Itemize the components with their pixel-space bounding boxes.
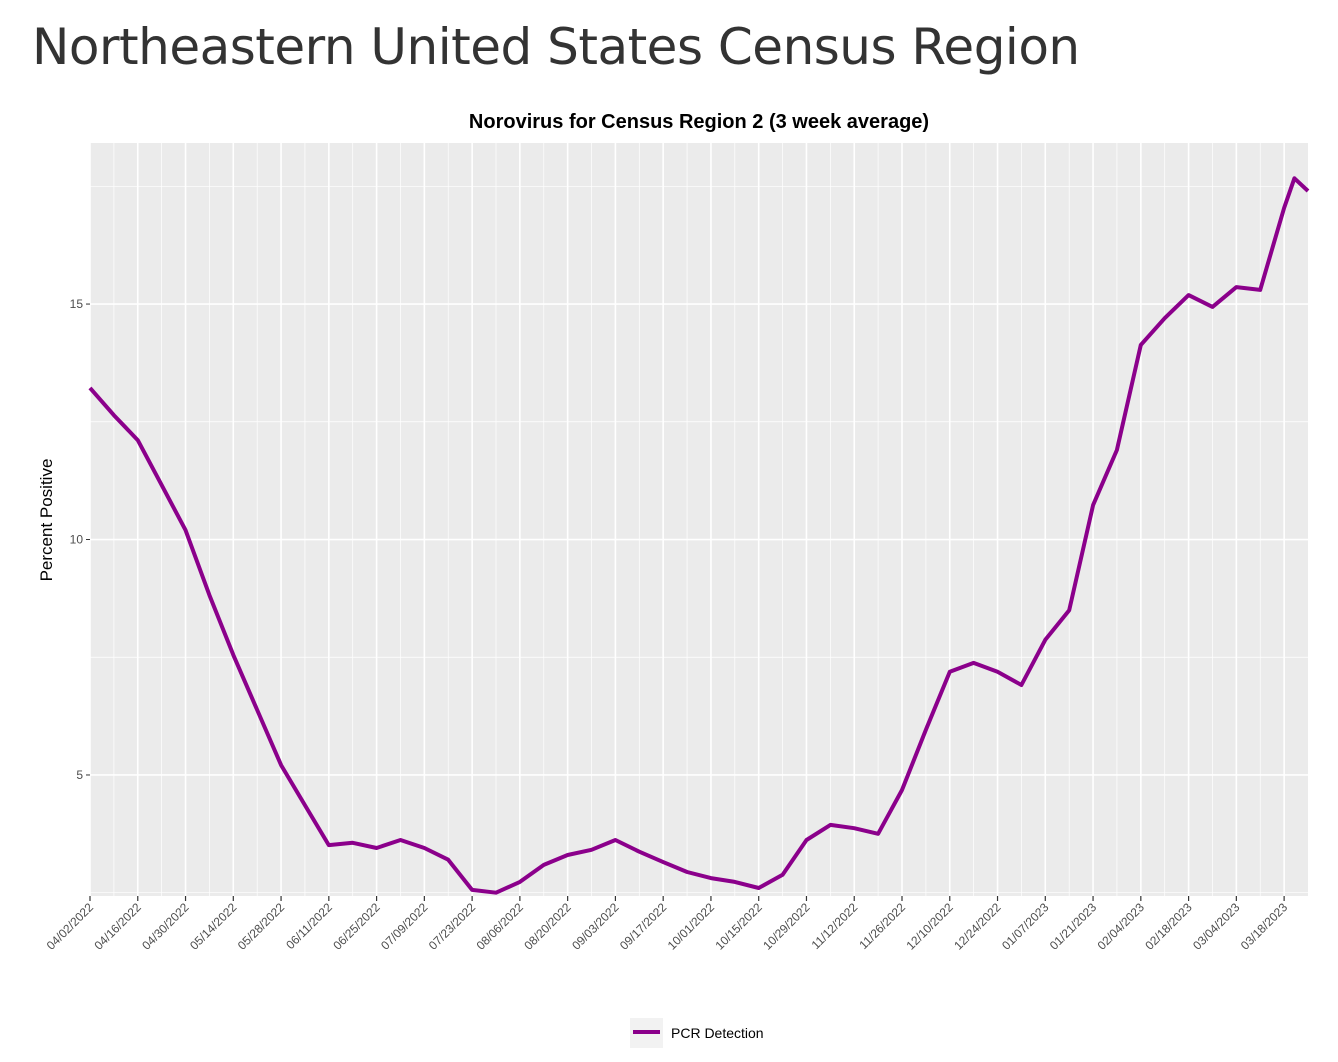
- x-tick-label: 10/29/2022: [760, 900, 813, 953]
- y-tick-label: 15: [70, 297, 84, 311]
- x-tick-label: 01/21/2023: [1047, 900, 1100, 953]
- x-tick-label: 02/18/2023: [1142, 900, 1195, 953]
- x-tick-label: 04/02/2022: [44, 900, 97, 953]
- x-tick-label: 04/30/2022: [139, 900, 192, 953]
- x-tick-label: 03/04/2023: [1190, 900, 1243, 953]
- chart-title: Norovirus for Census Region 2 (3 week av…: [469, 111, 929, 133]
- legend-label: PCR Detection: [671, 1025, 764, 1041]
- x-tick-label: 08/06/2022: [474, 900, 527, 953]
- x-tick-label: 10/15/2022: [712, 900, 765, 953]
- x-tick-label: 05/28/2022: [235, 900, 288, 953]
- x-tick-label: 02/04/2023: [1095, 900, 1148, 953]
- x-tick-label: 11/12/2022: [809, 900, 861, 952]
- x-tick-label: 09/03/2022: [569, 900, 622, 953]
- x-tick-label: 05/14/2022: [187, 900, 240, 953]
- x-tick-label: 12/24/2022: [951, 900, 1004, 953]
- legend: PCR Detection: [630, 1018, 764, 1048]
- x-tick-label: 07/09/2022: [378, 900, 431, 953]
- plot-panel: [90, 143, 1308, 896]
- y-axis-label: Percent Positive: [37, 459, 56, 582]
- x-tick-label: 06/25/2022: [330, 900, 383, 953]
- series-line-pcr-detection: [88, 176, 1310, 895]
- x-tick-label: 07/23/2022: [426, 900, 479, 953]
- x-tick-label: 01/07/2023: [999, 900, 1052, 953]
- x-tick-label: 03/18/2023: [1238, 900, 1291, 953]
- y-tick-label: 10: [70, 533, 84, 547]
- y-tick-label: 5: [76, 768, 83, 782]
- x-tick-label: 06/11/2022: [283, 900, 335, 952]
- x-tick-label: 09/17/2022: [617, 900, 670, 953]
- x-tick-label: 12/10/2022: [904, 900, 957, 953]
- page-title: Northeastern United States Census Region: [32, 18, 1080, 76]
- x-tick-label: 04/16/2022: [92, 900, 145, 953]
- x-tick-label: 08/20/2022: [521, 900, 574, 953]
- x-tick-label: 11/26/2022: [856, 900, 908, 952]
- x-tick-label: 10/01/2022: [665, 900, 718, 953]
